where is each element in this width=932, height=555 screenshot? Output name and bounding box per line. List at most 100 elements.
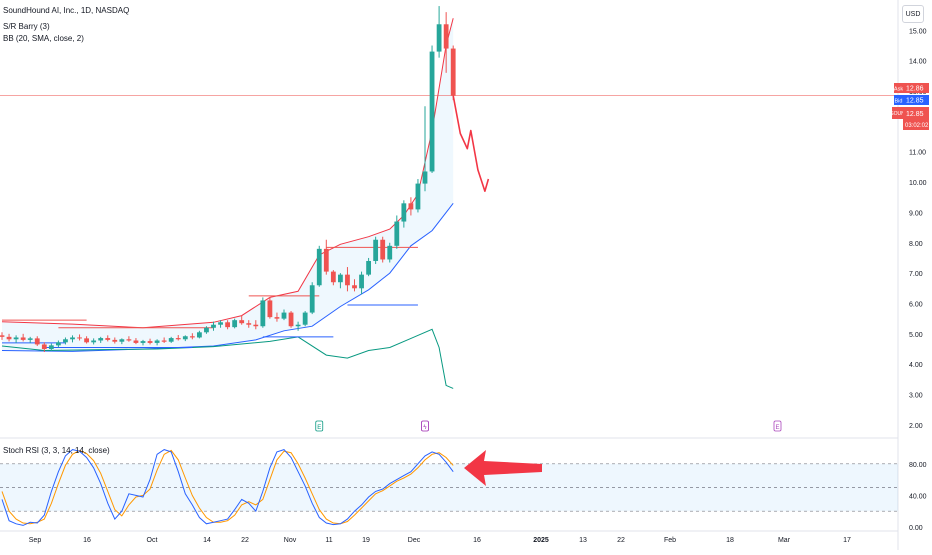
- time-axis-tick-label: 22: [241, 537, 249, 544]
- candle-body: [84, 338, 89, 343]
- candle-body: [232, 320, 238, 328]
- last-price-bg: [903, 107, 929, 130]
- price-axis-tick-label: 9.00: [909, 210, 923, 217]
- candle-body: [387, 245, 393, 260]
- price-axis-tick-label: 8.00: [909, 241, 923, 248]
- candle-body: [63, 339, 68, 343]
- ask-price: 12.86: [906, 86, 924, 93]
- legend-bb-indicator[interactable]: BB (20, SMA, close, 2): [3, 34, 84, 43]
- stoch-k-line: [1, 449, 454, 526]
- candle-body: [27, 338, 33, 340]
- time-axis-tick-label: 2025: [533, 537, 549, 544]
- price-axis-tick-label: 4.00: [909, 362, 923, 369]
- time-axis-tick-label: 11: [325, 537, 332, 544]
- candle-body: [13, 337, 19, 340]
- bid-price: 12.85: [906, 98, 924, 105]
- support-trend-line: [1, 328, 454, 389]
- candle-body: [56, 342, 61, 346]
- candle-body: [6, 336, 12, 340]
- candle-body: [380, 239, 386, 260]
- stoch-d-line: [1, 449, 454, 525]
- price-axis-tick-label: 6.00: [909, 301, 923, 308]
- candle-body: [366, 260, 371, 275]
- time-axis-tick-label: Mar: [778, 537, 791, 544]
- bb-upper-line: [1, 18, 454, 329]
- time-axis-tick-label: 14: [203, 537, 211, 544]
- time-axis-tick-label: Nov: [284, 537, 297, 544]
- event-marker: [773, 420, 782, 432]
- time-axis-tick-label: 17: [843, 537, 851, 544]
- event-marker: [421, 420, 429, 432]
- currency-button[interactable]: USD: [902, 5, 924, 23]
- price-axis-tick-label: 5.00: [909, 332, 923, 339]
- candle-body: [70, 337, 75, 340]
- candle-body: [429, 51, 435, 172]
- candle-body: [408, 203, 414, 210]
- time-axis-tick-label: 16: [473, 537, 481, 544]
- candle-body: [77, 337, 82, 339]
- candle-body: [246, 323, 252, 325]
- drawn-projection-line: [452, 95, 490, 192]
- price-axis-tick-label: 7.00: [909, 271, 923, 278]
- event-marker: [315, 420, 324, 432]
- candle-body: [140, 341, 146, 343]
- price-axis-tick-label: 15.00: [909, 28, 927, 35]
- candle-body: [112, 339, 118, 342]
- candle-body: [182, 336, 188, 340]
- candle-body: [394, 221, 400, 246]
- event-marker-letter: ϟ: [423, 425, 427, 431]
- legend-sr-indicator[interactable]: S/R Barry (3): [3, 22, 50, 31]
- candle-body: [204, 327, 209, 333]
- candle-body: [48, 345, 54, 349]
- symbol-tag: SOUN: [890, 111, 905, 117]
- stoch-rsi-title[interactable]: Stoch RSI (3, 3, 14, 14, close): [3, 446, 110, 455]
- stoch-band-fill: [0, 463, 898, 512]
- candle-body: [20, 337, 26, 340]
- candle-body: [175, 338, 181, 340]
- candle-body: [253, 324, 259, 327]
- candle-body: [323, 248, 329, 272]
- candle-body: [211, 324, 216, 328]
- time-axis-tick-label: Feb: [664, 537, 676, 544]
- last-price: 12.85: [906, 111, 924, 118]
- price-axis-tick-label: 10.00: [909, 180, 927, 187]
- candle-body: [168, 338, 174, 342]
- time-axis-tick-label: Dec: [408, 537, 421, 544]
- candle-body: [415, 183, 421, 210]
- candle-body: [154, 340, 160, 343]
- bb-band-fill: [2, 18, 454, 352]
- bid-tag: Bid: [895, 99, 903, 105]
- candle-body: [41, 344, 47, 349]
- candle-body: [161, 340, 167, 342]
- candle-body: [330, 271, 336, 283]
- symbol-tag-bg: [892, 107, 903, 119]
- candle-body: [288, 312, 294, 327]
- candle-body: [450, 48, 456, 96]
- event-marker-letter: E: [775, 425, 779, 431]
- candle-body: [436, 24, 442, 52]
- candle-body: [309, 285, 315, 313]
- time-axis-tick-label: 16: [83, 537, 91, 544]
- price-axis-tick-label: 3.00: [909, 393, 923, 400]
- candle-body: [126, 339, 132, 341]
- countdown: 03:02:02: [905, 123, 929, 129]
- price-axis-tick-label: 11.00: [909, 150, 926, 157]
- candle-body: [295, 324, 301, 327]
- stoch-axis-tick-label: 80.00: [909, 462, 927, 469]
- price-axis-tick-label: 14.00: [909, 59, 927, 66]
- candle-body: [105, 338, 111, 340]
- candle-body: [401, 203, 407, 222]
- candle-body: [260, 300, 266, 327]
- candle-body: [225, 322, 230, 328]
- candle-body: [91, 340, 97, 343]
- time-axis-tick-label: 13: [579, 537, 587, 544]
- ask-price-bg: [903, 83, 929, 93]
- time-axis-tick-label: Sep: [29, 537, 42, 544]
- bid-tag-bg: [894, 95, 903, 105]
- candle-body: [0, 335, 5, 337]
- legend-symbol[interactable]: SoundHound AI, Inc., 1D, NASDAQ: [3, 6, 130, 15]
- candle-body: [34, 338, 40, 345]
- candle-body: [267, 300, 273, 318]
